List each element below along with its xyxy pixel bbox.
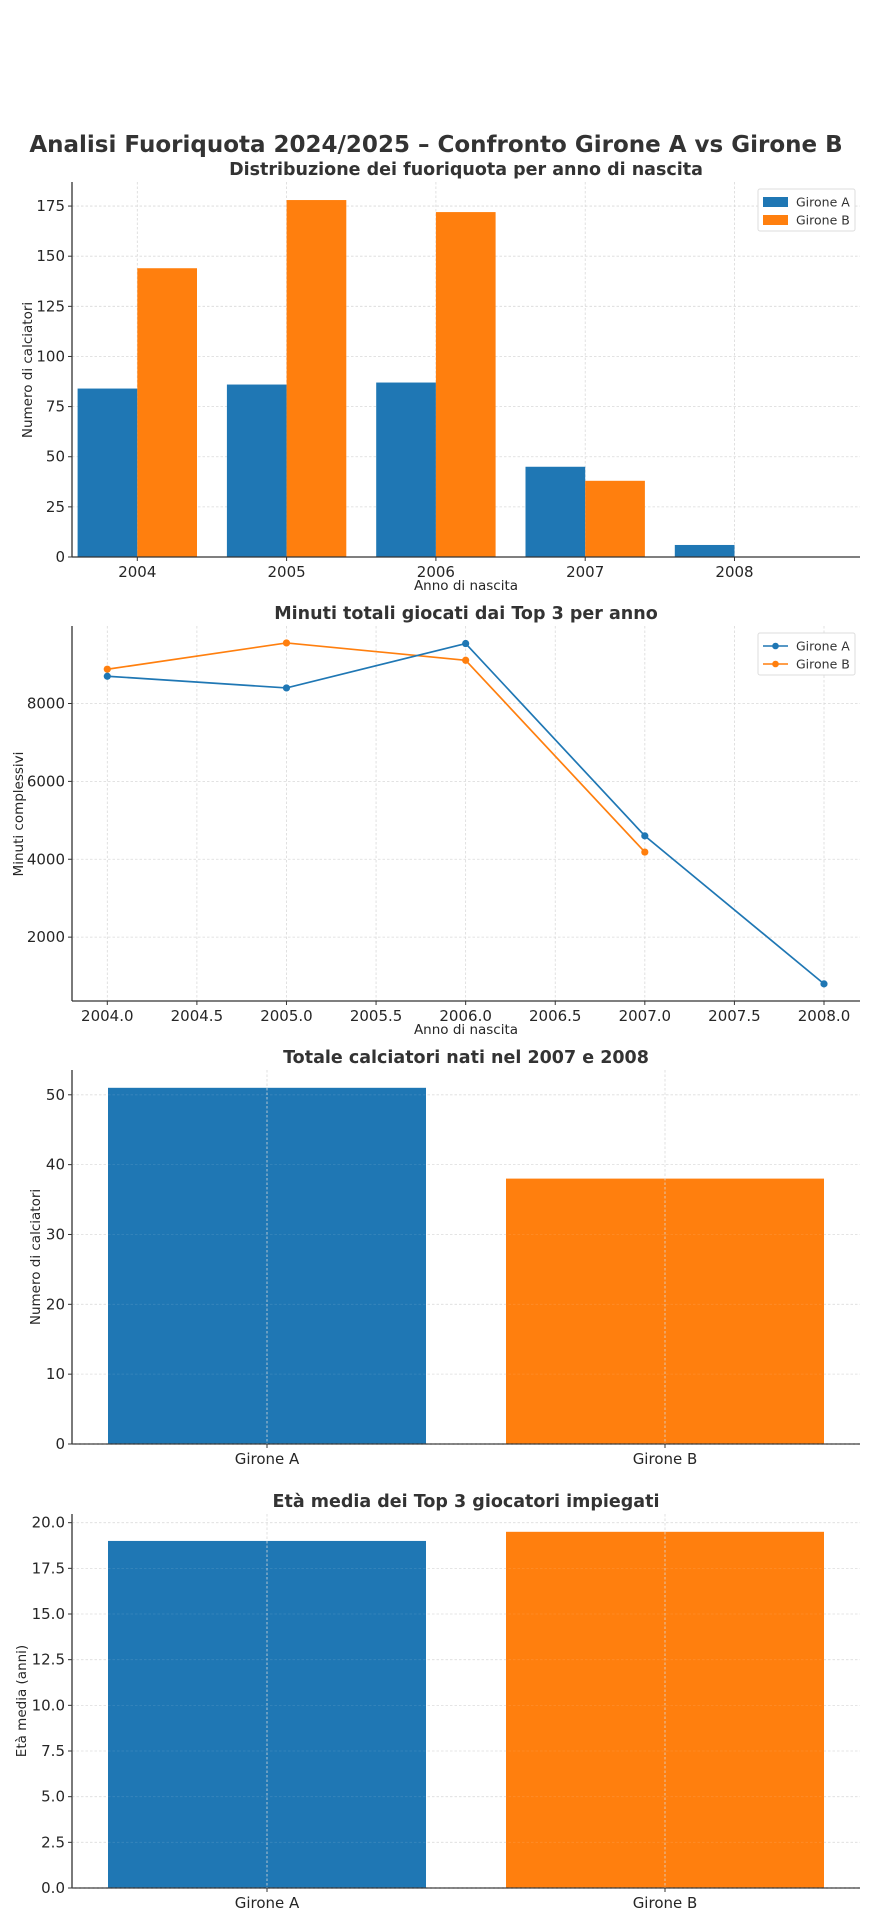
- bar-girone-a-2005: [226, 384, 287, 557]
- legend-swatch-b: [763, 215, 788, 225]
- x-axis-label: Anno di nascita: [414, 578, 518, 594]
- legend-marker-b: [772, 660, 779, 668]
- x-tick-label: 2006.5: [529, 1007, 582, 1025]
- y-tick-label: 40: [46, 1156, 65, 1174]
- y-tick-label: 0.0: [41, 1879, 65, 1897]
- legend: Girone A Girone B: [757, 188, 856, 232]
- legend-swatch-a: [763, 197, 788, 207]
- chart-total-2007-2008: Totale calciatori nati nel 2007 e 2008 0…: [28, 1048, 860, 1468]
- chart-birth-year-distribution: Distribuzione dei fuoriquota per anno di…: [20, 160, 860, 594]
- legend: Girone A Girone B: [757, 632, 856, 676]
- x-tick-label: 2007.0: [619, 1007, 672, 1025]
- y-tick-label: 7.5: [41, 1742, 65, 1760]
- chart-title: Età media dei Top 3 giocatori impiegati: [273, 1492, 660, 1512]
- bar-girone-a-2004: [77, 388, 138, 557]
- y-tick-label: 30: [46, 1225, 65, 1243]
- y-tick-label: 50: [46, 1086, 65, 1104]
- x-tick-label: 2005.0: [260, 1007, 313, 1025]
- legend-label-b: Girone B: [796, 657, 850, 672]
- y-tick-label: 100: [36, 347, 65, 365]
- y-axis-label: Minuti complessivi: [11, 752, 27, 877]
- y-tick-label: 175: [36, 197, 65, 215]
- x-tick-label: 2005.5: [350, 1007, 403, 1025]
- point-girone-b-2005: [282, 639, 291, 647]
- x-tick-label: 2004: [118, 563, 156, 581]
- chart-average-age-top3: Età media dei Top 3 giocatori impiegati …: [14, 1492, 860, 1912]
- x-tick-label: Girone B: [633, 1894, 698, 1912]
- point-girone-b-2007: [641, 848, 649, 856]
- y-tick-label: 2000: [27, 928, 65, 946]
- x-tick-label: 2008.0: [798, 1007, 851, 1025]
- x-tick-label: 2004.5: [171, 1007, 224, 1025]
- y-tick-label: 20.0: [32, 1514, 65, 1532]
- chart-title: Minuti totali giocati dai Top 3 per anno: [274, 604, 657, 624]
- bar-girone-a-2006: [376, 382, 436, 557]
- x-tick-label: 2006: [417, 563, 455, 581]
- x-tick-label: Girone A: [235, 1450, 300, 1468]
- y-tick-label: 75: [46, 398, 65, 416]
- chart-title: Totale calciatori nati nel 2007 e 2008: [283, 1048, 649, 1068]
- line-girone-b: [107, 642, 646, 853]
- point-girone-a-2008: [820, 980, 828, 988]
- legend-label-a: Girone A: [796, 195, 850, 210]
- point-girone-a-2007: [641, 832, 649, 840]
- y-tick-label: 8000: [27, 694, 65, 712]
- y-tick-label: 15.0: [32, 1605, 65, 1623]
- point-girone-a-2004: [103, 672, 111, 680]
- point-girone-b-2006: [462, 656, 470, 664]
- legend-marker-a: [772, 642, 779, 650]
- x-tick-label: 2007.5: [708, 1007, 761, 1025]
- y-tick-label: 10: [46, 1365, 65, 1383]
- bar-girone-b-2005: [286, 200, 347, 557]
- y-tick-label: 12.5: [32, 1651, 65, 1669]
- y-tick-label: 50: [46, 448, 65, 466]
- y-tick-label: 125: [36, 297, 65, 315]
- y-tick-label: 4000: [27, 850, 65, 868]
- x-tick-label: Girone A: [235, 1894, 300, 1912]
- y-tick-label: 10.0: [32, 1696, 65, 1714]
- y-tick-label: 5.0: [41, 1788, 65, 1806]
- y-axis-label: Numero di calciatori: [20, 302, 36, 438]
- x-tick-label: 2008: [715, 563, 753, 581]
- y-axis-label: Età media (anni): [14, 1645, 30, 1757]
- chart-title: Distribuzione dei fuoriquota per anno di…: [229, 160, 703, 180]
- x-axis-label: Anno di nascita: [414, 1022, 518, 1038]
- x-tick-label: 2004.0: [81, 1007, 134, 1025]
- x-tick-label: 2005: [268, 563, 306, 581]
- x-tick-label: Girone B: [633, 1450, 698, 1468]
- point-girone-a-2005: [282, 684, 291, 692]
- y-tick-label: 20: [46, 1295, 65, 1313]
- bar-girone-a-2007: [525, 466, 586, 557]
- bar-girone-b-2004: [137, 268, 197, 557]
- y-tick-label: 25: [46, 498, 65, 516]
- bar-girone-b-2007: [585, 480, 645, 557]
- y-tick-label: 2.5: [41, 1833, 65, 1851]
- y-tick-label: 0: [55, 1435, 65, 1453]
- bar-girone-a-2008: [674, 544, 735, 557]
- chart-minutes-top3: Minuti totali giocati dai Top 3 per anno…: [11, 604, 860, 1038]
- y-tick-label: 6000: [27, 772, 65, 790]
- legend-label-a: Girone A: [796, 639, 850, 654]
- y-axis-label: Numero di calciatori: [28, 1189, 44, 1325]
- figure-title: Analisi Fuoriquota 2024/2025 – Confronto…: [29, 132, 842, 158]
- legend-label-b: Girone B: [796, 213, 850, 228]
- x-tick-label: 2007: [566, 563, 604, 581]
- x-tick-label: 2006.0: [439, 1007, 492, 1025]
- bar-girone-b-2006: [435, 212, 496, 558]
- point-girone-b-2004: [103, 665, 111, 673]
- y-tick-label: 150: [36, 247, 65, 265]
- y-tick-label: 17.5: [32, 1559, 65, 1577]
- point-girone-a-2006: [462, 639, 470, 648]
- y-tick-label: 0: [55, 548, 65, 566]
